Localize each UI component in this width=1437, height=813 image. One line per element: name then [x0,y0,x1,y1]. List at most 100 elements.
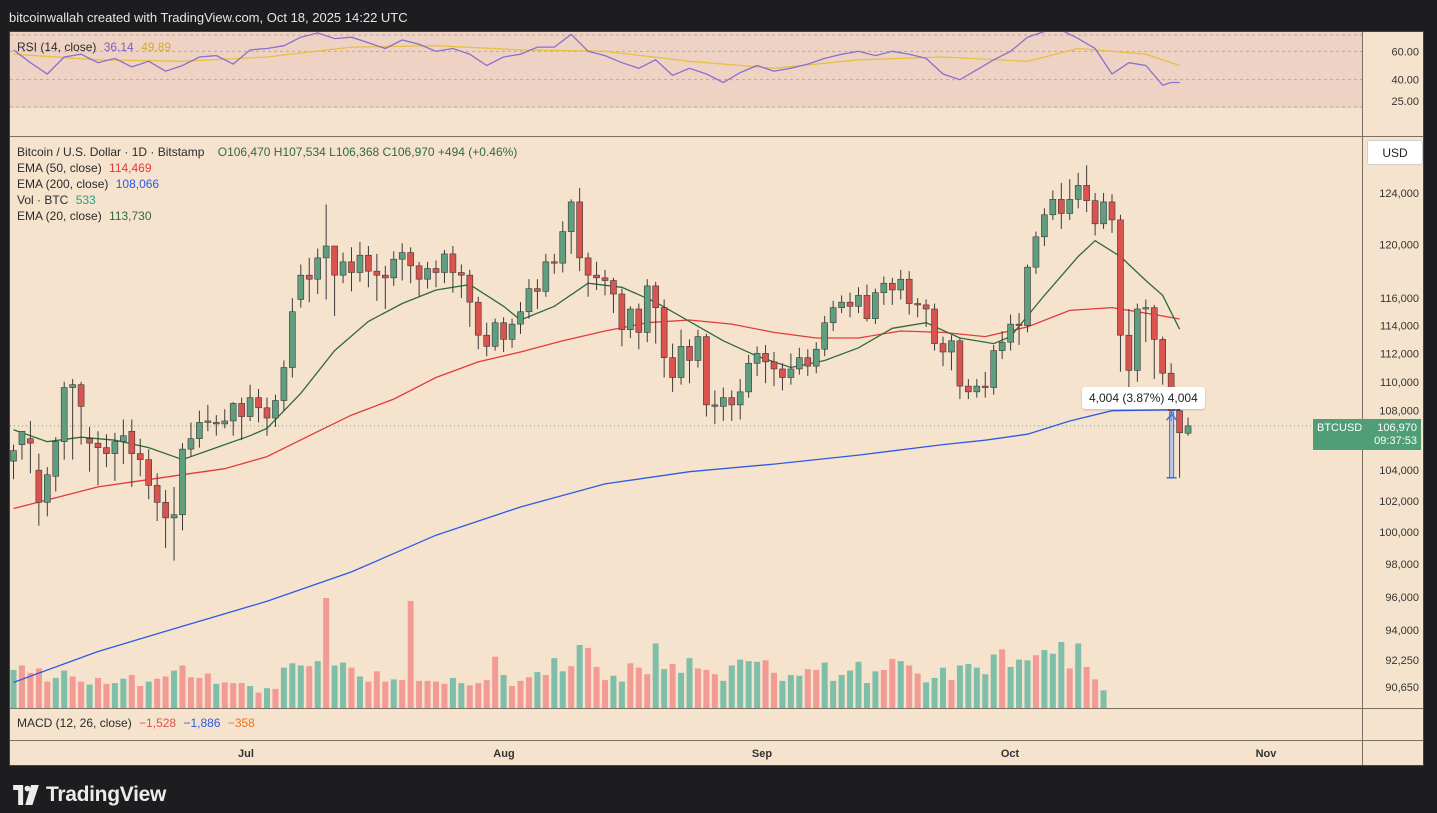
volume-bar [213,683,220,708]
candle-body [601,277,609,281]
volume-bar [154,678,161,708]
candle-body [213,422,220,425]
volume-bar [1016,659,1023,708]
ema200-value: 108,066 [115,177,160,191]
volume-bar [95,677,101,708]
currency-button[interactable]: USD [1367,140,1423,165]
measure-arrow [1166,413,1178,421]
candle-body [576,201,583,259]
macd-histogram-value: −358 [227,716,255,730]
volume-bar [745,661,752,708]
volume-bar [923,682,930,708]
volume-bar [382,681,389,708]
candle-body [525,288,533,313]
candle-body [263,407,271,419]
volume-bar [1049,653,1056,708]
candle-body [348,261,355,273]
candle-body [449,253,457,273]
volume-bar [247,686,254,708]
candle-body [1032,236,1040,268]
volume-bar [78,681,85,708]
volume-bar [559,671,566,708]
candle-body [829,307,837,324]
volume-bar [449,677,456,708]
candle-body [1074,185,1082,200]
volume-bar [204,673,211,708]
grid [10,32,1423,765]
volume-bar [525,677,532,708]
candle-body [703,336,710,406]
volume-bar [576,644,583,708]
candle-body [931,308,938,344]
macd-value: −1,528 [139,716,177,730]
volume-bar [458,683,465,708]
volume-bar [331,665,338,708]
volume-bar [1024,660,1031,708]
ema20-legend: EMA (20, close) 113,730 [17,209,152,223]
volume-bar [483,680,490,708]
volume-bar [171,670,178,708]
volume-bar [703,669,710,708]
tradingview-wordmark: TradingView [46,783,167,806]
price-tick-label: 114,000 [1380,321,1419,333]
candle-body [796,357,803,370]
rsi-tick-label: 25.00 [1391,96,1419,108]
volume-bar [838,675,845,708]
candle-body [922,304,930,310]
candle-body [1015,323,1023,326]
volume-bar [956,665,963,708]
price-tick-label: 102,000 [1379,496,1419,508]
candle-body [35,469,43,503]
candle-body [1125,334,1133,371]
volume-bar [424,680,431,708]
candle-body [635,308,643,333]
candle-body [728,397,736,406]
volume-bar [373,671,380,708]
volume-bars [10,598,1107,708]
volume-bar [111,683,118,708]
axes: 124,000 120,000 116,000 114,000 112,000 110,0… [238,46,1419,760]
volume-bar [179,665,186,708]
volume-bar [787,675,794,708]
price-tick-label: 124,000 [1379,188,1419,200]
candle-body [432,268,440,273]
volume-bar [1032,655,1039,708]
candle-body [719,397,727,407]
candle-body [255,397,262,409]
volume-bar [1092,679,1099,708]
rsi-pane [13,32,1180,87]
volume-bar [568,666,575,708]
candle-body [1041,214,1048,238]
candle-body [643,285,651,333]
volume-bar [635,667,642,708]
candle-body [517,311,524,325]
candle-body [736,391,744,406]
candle-body [390,258,398,279]
candle-body [914,303,921,306]
volume-bar [602,680,608,708]
chart-frame[interactable]: 124,000 120,000 116,000 114,000 112,000 110,0… [9,31,1424,766]
volume-bar [348,667,355,708]
volume-bar [889,658,896,708]
volume-bar [618,681,625,708]
candle-body [627,308,634,330]
price-tick-label: 92,250 [1385,655,1419,667]
price-chart[interactable]: 124,000 120,000 116,000 114,000 112,000 110,0… [10,32,1424,766]
candle-body [1117,219,1124,336]
volume-bar [542,675,549,708]
candle-body [162,502,169,519]
candle-body [787,368,795,378]
volume-bar [162,676,169,708]
tradingview-logo[interactable]: TradingView [12,783,166,807]
volume-bar [669,664,676,708]
price-tick-label: 100,000 [1379,527,1419,539]
candle-body [593,274,600,279]
volume-bar [585,647,592,708]
candle-body [762,353,769,363]
candle-body [694,336,702,361]
volume-bar [52,677,59,708]
candle-body [1142,307,1150,310]
candle-body [398,252,406,260]
volume-bar [1075,643,1082,708]
candle-body [559,231,567,264]
